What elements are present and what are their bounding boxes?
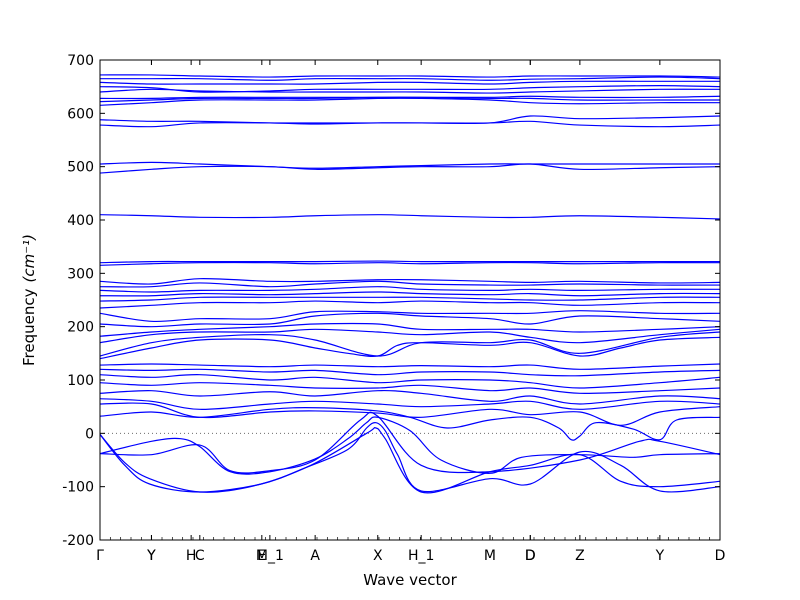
phonon-branch-34	[100, 95, 720, 100]
y-axis-unit: (cm⁻¹)	[20, 234, 38, 283]
x-tick-label: C	[195, 548, 205, 564]
phonon-branch-17	[100, 312, 720, 328]
y-tick-label: 600	[67, 106, 94, 122]
x-axis: Γ YY HC EM_1 A X H_1 M DD Z Y D	[96, 60, 725, 564]
x-tick-label: Y	[146, 548, 156, 564]
phonon-branch-38	[100, 76, 720, 81]
phonon-branch-15	[100, 328, 720, 344]
phonon-branch-25	[100, 261, 720, 266]
x-tick-label: D	[715, 548, 726, 564]
x-tick-label: M_1	[256, 548, 284, 564]
phonon-branch-37	[100, 80, 720, 85]
phonon-branch-16	[100, 322, 720, 337]
x-tick-label: A	[310, 548, 320, 564]
phonon-branch-28	[100, 163, 720, 174]
x-tick-label: D	[525, 548, 536, 564]
phonon-branch-8	[100, 389, 720, 405]
phonon-branch-13	[100, 336, 720, 360]
x-tick-label: H	[186, 548, 197, 564]
y-tick-label: 0	[85, 426, 94, 442]
phonon-branch-26	[100, 260, 720, 264]
phonon-branch-12	[100, 363, 720, 370]
series-layer	[100, 74, 720, 494]
phonon-branch-9	[100, 382, 720, 394]
y-axis-title: Frequency (cm⁻¹)	[20, 234, 38, 366]
phonon-branch-6	[100, 402, 720, 426]
y-tick-label: -100	[62, 480, 94, 496]
phonon-branch-35	[100, 88, 720, 94]
y-tick-label: 100	[67, 373, 94, 389]
phonon-branch-19	[100, 300, 720, 309]
x-tick-label: Y	[146, 548, 156, 564]
x-tick-label: H_1	[408, 548, 434, 564]
phonon-branch-7	[100, 398, 720, 410]
x-tick-label: Γ	[96, 548, 104, 564]
x-tick-label: E	[257, 548, 266, 564]
phonon-branch-10	[100, 374, 720, 389]
x-axis-title: Wave vector	[363, 571, 457, 589]
phonon-branch-39	[100, 74, 720, 78]
x-tick-label: M	[484, 548, 496, 564]
y-tick-label: 200	[67, 320, 94, 336]
x-tick-label: X	[373, 548, 383, 564]
phonon-branch-14	[100, 331, 720, 357]
phonon-branch-5	[100, 407, 720, 441]
phonon-branch-31	[100, 119, 720, 128]
phonon-branch-24	[100, 278, 720, 285]
y-tick-label: 400	[67, 213, 94, 229]
phonon-branch-18	[100, 310, 720, 323]
y-tick-label: 700	[67, 53, 94, 69]
y-tick-label: -200	[62, 533, 94, 549]
phonon-branch-22	[100, 286, 720, 293]
y-axis-title-text: Frequency	[20, 288, 38, 366]
phonon-branch-29	[100, 161, 720, 169]
x-tick-label: Y	[655, 548, 665, 564]
x-tick-label: D	[525, 548, 536, 564]
phonon-branch-11	[100, 368, 720, 377]
phonon-branch-20	[100, 296, 720, 302]
x-tick-label: Z	[575, 548, 585, 564]
phonon-branch-27	[100, 214, 720, 220]
phonon-branch-32	[100, 97, 720, 106]
phonon-branch-36	[100, 84, 720, 93]
phonon-branch-2	[100, 426, 720, 494]
y-tick-label: 300	[67, 266, 94, 282]
phonon-branch-21	[100, 291, 720, 297]
y-tick-label: 500	[67, 160, 94, 176]
phonon-branch-23	[100, 280, 720, 288]
y-axis: -200 -100 0 100 200 300 400 500 600 700	[62, 53, 720, 549]
